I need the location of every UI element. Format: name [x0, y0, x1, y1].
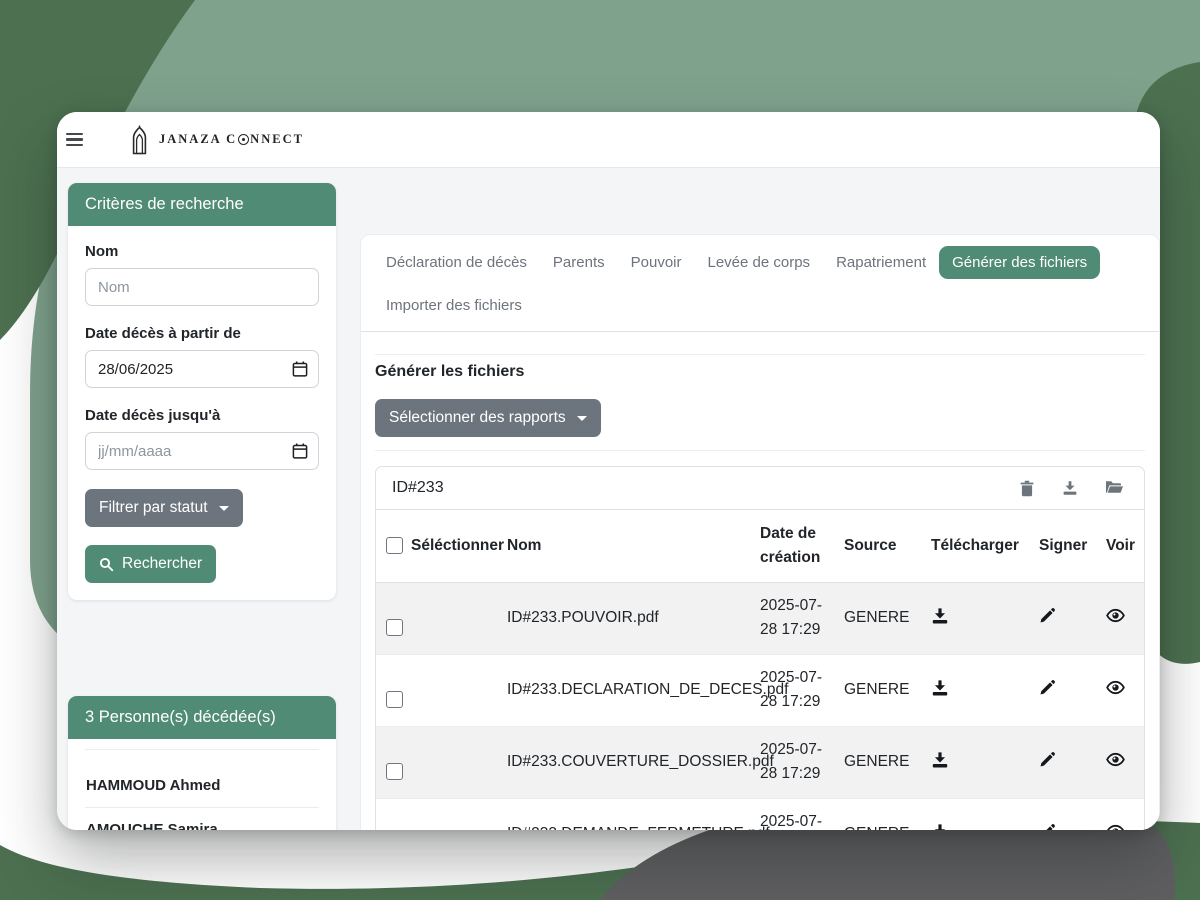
download-icon[interactable] [931, 607, 949, 625]
open-folder-icon[interactable] [1105, 480, 1123, 497]
list-item-person[interactable]: AMOUCHE Samira [85, 808, 319, 830]
table-header-row: Séléctionner Nom Date de création Source… [376, 510, 1144, 583]
divider [375, 450, 1145, 451]
tab-importer-des-fichiers[interactable]: Importer des fichiers [386, 297, 522, 314]
row-checkbox[interactable] [386, 618, 403, 636]
column-header-download: Télécharger [924, 510, 1024, 583]
file-created: 2025-07-28 17:29 [760, 582, 844, 655]
pen-icon[interactable] [1039, 751, 1056, 768]
pen-icon[interactable] [1039, 679, 1056, 696]
row-checkbox[interactable] [386, 690, 403, 708]
download-icon[interactable] [1062, 480, 1078, 497]
search-button[interactable]: Rechercher [85, 545, 217, 583]
date-to-input[interactable] [85, 432, 319, 470]
brand-logo[interactable]: JANAZA C NNECT [129, 125, 304, 155]
file-name: ID#233.COUVERTURE_DOSSIER.pdf [498, 726, 774, 799]
files-card-header: ID#233 [376, 467, 1144, 510]
file-source: GENERE [844, 798, 924, 830]
file-name: ID#233.DEMANDE_FERMETURE.pdf [498, 798, 770, 830]
select-all-checkbox[interactable] [386, 537, 403, 555]
deceased-person-list: HAMMOUD Ahmed AMOUCHE Samira [68, 750, 336, 830]
download-icon[interactable] [931, 751, 949, 769]
table-row: ID#233.POUVOIR.pdf 2025-07-28 17:29 GENE… [376, 582, 1144, 655]
group-id-label: ID#233 [392, 479, 444, 496]
calendar-icon[interactable] [292, 361, 308, 378]
column-header-view: Voir [1102, 510, 1144, 583]
tab-bar: Déclaration de décès Parents Pouvoir Lev… [361, 235, 1159, 332]
divider [375, 354, 1145, 355]
tab-rapatriement[interactable]: Rapatriement [836, 254, 927, 271]
files-card: ID#233 [375, 466, 1145, 830]
file-name: ID#233.POUVOIR.pdf [498, 582, 760, 655]
topbar: JANAZA C NNECT [57, 112, 1160, 167]
divider [85, 749, 319, 750]
date-to-label: Date décès jusqu'à [85, 407, 221, 424]
table-row: ID#233.DEMANDE_FERMETURE.pdf 2025-07-28 … [376, 798, 1144, 830]
app-window: JANAZA C NNECT Critères de recherche Nom … [57, 112, 1160, 830]
download-icon[interactable] [931, 823, 949, 830]
download-icon[interactable] [931, 679, 949, 697]
trash-icon[interactable] [1019, 480, 1035, 497]
logo-o-icon [238, 134, 250, 145]
tab-generer-des-fichiers[interactable]: Générer des fichiers [939, 246, 1101, 279]
table-row: ID#233.DECLARATION_DE_DECES.pdf 2025-07-… [376, 654, 1144, 727]
tab-pouvoir[interactable]: Pouvoir [630, 254, 682, 271]
file-created: 2025-07-28 17:29 [760, 726, 844, 799]
mosque-logo-icon [129, 125, 150, 155]
column-header-select: Séléctionner [411, 536, 505, 554]
chevron-down-icon [576, 415, 587, 421]
pen-icon[interactable] [1039, 823, 1056, 830]
tab-parents[interactable]: Parents [552, 254, 605, 271]
chevron-down-icon [218, 505, 229, 511]
file-created: 2025-07-28 17:29 [760, 798, 844, 830]
main-panel: Déclaration de décès Parents Pouvoir Lev… [360, 234, 1160, 830]
tab-levee-de-corps[interactable]: Levée de corps [707, 254, 811, 271]
files-table: Séléctionner Nom Date de création Source… [376, 510, 1144, 830]
name-label: Nom [85, 243, 119, 260]
list-item-person[interactable]: HAMMOUD Ahmed [85, 764, 319, 808]
select-reports-button[interactable]: Sélectionner des rapports [375, 399, 601, 437]
pen-icon[interactable] [1039, 607, 1056, 624]
eye-icon[interactable] [1106, 606, 1125, 625]
calendar-icon[interactable] [292, 443, 308, 460]
file-name: ID#233.DECLARATION_DE_DECES.pdf [498, 654, 788, 727]
column-header-created: Date de création [760, 510, 844, 583]
column-header-sign: Signer [1024, 510, 1102, 583]
search-criteria-header: Critères de recherche [68, 183, 336, 226]
date-from-input[interactable] [85, 350, 319, 388]
generate-files-title: Générer les fichiers [375, 363, 525, 380]
content-area: Critères de recherche Nom Date décès à p… [57, 167, 1160, 830]
eye-icon[interactable] [1106, 678, 1125, 697]
file-source: GENERE [844, 582, 924, 655]
file-source: GENERE [844, 654, 924, 727]
file-source: GENERE [844, 726, 924, 799]
tab-declaration-de-deces[interactable]: Déclaration de décès [386, 254, 527, 271]
search-icon [99, 557, 114, 572]
eye-icon[interactable] [1106, 750, 1125, 769]
sidebar: Critères de recherche Nom Date décès à p… [68, 183, 336, 830]
column-header-source: Source [844, 510, 924, 583]
eye-icon[interactable] [1106, 822, 1125, 830]
date-from-label: Date décès à partir de [85, 325, 241, 342]
brand-text: JANAZA C NNECT [159, 132, 304, 146]
forest-blob-top-left [0, 0, 195, 340]
column-header-name: Nom [498, 510, 760, 583]
search-criteria-card: Critères de recherche Nom Date décès à p… [68, 183, 336, 600]
menu-hamburger-icon[interactable] [66, 125, 96, 155]
deceased-persons-header: 3 Personne(s) décédée(s) [68, 696, 336, 739]
table-row: ID#233.COUVERTURE_DOSSIER.pdf 2025-07-28… [376, 726, 1144, 799]
filter-status-button[interactable]: Filtrer par statut [85, 489, 243, 527]
row-checkbox[interactable] [386, 762, 403, 780]
file-created: 2025-07-28 17:29 [760, 654, 844, 727]
deceased-persons-card: 3 Personne(s) décédée(s) HAMMOUD Ahmed A… [68, 696, 336, 830]
name-input[interactable] [85, 268, 319, 306]
